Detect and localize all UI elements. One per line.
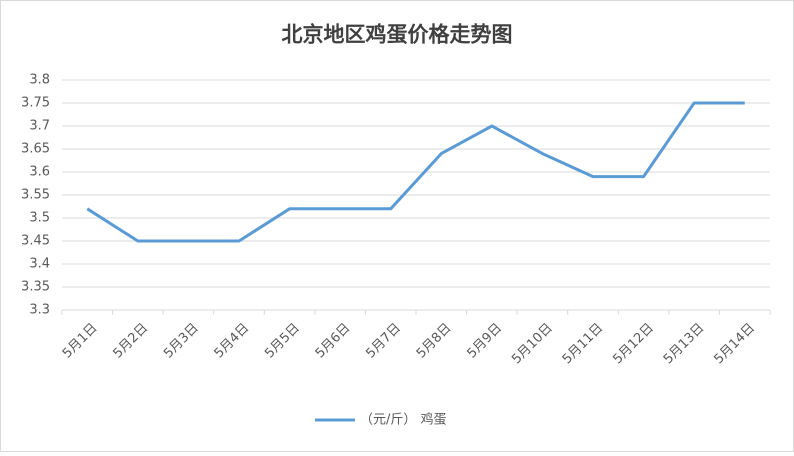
line-series	[86, 101, 745, 243]
y-tick-label: 3.45	[21, 234, 50, 249]
y-tick-label: 3.65	[21, 142, 50, 157]
y-tick-label: 3.3	[29, 303, 50, 318]
y-tick-label: 3.5	[29, 211, 50, 226]
y-tick-label: 3.35	[21, 280, 50, 295]
y-tick-label: 3.4	[29, 257, 50, 272]
chart-title: 北京地区鸡蛋价格走势图	[282, 22, 513, 47]
y-tick-label: 3.7	[29, 119, 50, 134]
y-tick-label: 3.6	[29, 165, 50, 180]
y-tick-label: 3.8	[29, 73, 50, 88]
legend-label: （元/斤） 鸡蛋	[360, 412, 447, 428]
y-tick-label: 3.75	[21, 96, 50, 111]
y-tick-label: 3.55	[21, 188, 50, 203]
